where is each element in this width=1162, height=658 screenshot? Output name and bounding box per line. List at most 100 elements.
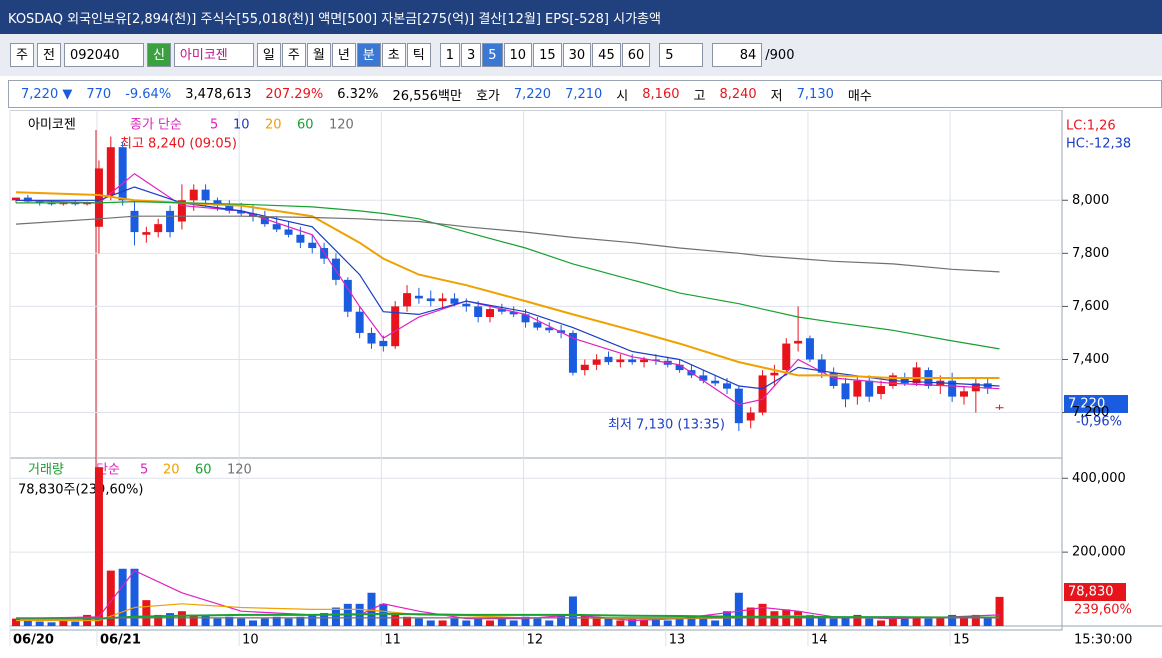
candle-body (533, 322, 542, 328)
candle-body (367, 332, 376, 344)
candle-body (758, 375, 767, 413)
volume-bar (320, 613, 329, 626)
interval-button[interactable]: 30 (562, 43, 592, 67)
interval-input[interactable]: 5 (659, 43, 704, 67)
candle-body (142, 232, 151, 235)
interval-button[interactable]: 60 (621, 43, 651, 67)
code-input[interactable]: 092040 (63, 43, 144, 67)
info-item: 7,210 (565, 86, 603, 102)
volume-bar (71, 621, 80, 626)
volume-bar (616, 620, 625, 626)
volume-badge (1064, 583, 1126, 601)
volume-bar (462, 620, 471, 626)
candle-body (568, 332, 577, 373)
price-badge-label: 7,220 (1068, 397, 1105, 412)
candle-body (805, 338, 814, 360)
candle-body (201, 189, 210, 201)
interval-button[interactable]: 5 (482, 43, 503, 67)
volume-bar (628, 618, 637, 626)
info-item: 8,160 (642, 86, 680, 102)
period-button[interactable]: 분 (356, 43, 381, 67)
candle-body (723, 383, 731, 389)
y-tick-label: 7,200 (1072, 405, 1109, 420)
volume-bar (770, 611, 779, 626)
info-item: 7,220 (513, 86, 552, 102)
volume-legend: 거래량 (28, 463, 64, 478)
candle-body (308, 242, 317, 249)
interval-button[interactable]: 3 (460, 43, 482, 67)
interval-button[interactable]: 15 (533, 43, 562, 67)
mode-select[interactable]: 전 (36, 43, 61, 67)
candle-body (746, 412, 755, 421)
interval-button[interactable]: 10 (503, 43, 533, 67)
volume-bar (805, 614, 814, 626)
volume-bar (509, 620, 518, 626)
volume-bar (699, 618, 708, 626)
candle-body (154, 224, 163, 233)
volume-bar (379, 603, 388, 626)
candle-body (284, 229, 293, 235)
period-button[interactable]: 년 (331, 43, 356, 67)
volume-bar (651, 618, 660, 626)
volume-bar (865, 618, 874, 626)
ma-line (15, 215, 1000, 273)
period-button[interactable]: 월 (306, 43, 331, 67)
candle-body (699, 375, 708, 381)
info-item: 6.32% (337, 86, 379, 102)
info-item: 770 (86, 86, 112, 102)
period-button[interactable]: 초 (381, 43, 406, 67)
candle-body (616, 359, 625, 363)
volume-bar (166, 613, 175, 626)
x-tick-label: 15 (953, 633, 970, 648)
x-tick-label: 14 (811, 633, 828, 648)
period-button[interactable]: 일 (256, 43, 281, 67)
info-item: 저 (770, 88, 783, 104)
candle-body (545, 327, 554, 331)
volume-bar (794, 611, 803, 626)
candle-body (604, 356, 613, 363)
volume-bar (521, 616, 530, 626)
legend-entry: 120 (329, 118, 354, 133)
candle-body (83, 202, 92, 205)
interval-button[interactable]: 45 (592, 43, 621, 67)
volume-bar (130, 568, 139, 626)
candle-body (877, 386, 886, 394)
period-button[interactable]: 주 (281, 43, 306, 67)
candle-body (592, 359, 601, 365)
candle-body (983, 383, 992, 389)
candle-body (841, 383, 850, 400)
volume-bar (118, 568, 127, 626)
candle-body (166, 210, 175, 233)
stock-legend: 아미코젠 (28, 118, 76, 133)
y-tick-label: 8,000 (1072, 193, 1109, 208)
candle-body (35, 201, 44, 203)
volume-bar (249, 620, 257, 626)
candle-body (640, 359, 649, 363)
volume-bar (936, 616, 945, 626)
volume-bar (59, 620, 68, 626)
title-bar: KOSDAQ 외국인보유[2,894(천)] 주식수[55,018(천)] 액면… (0, 0, 1162, 34)
price-badge (1064, 395, 1128, 413)
candle-body (865, 380, 874, 397)
market-select[interactable]: 주 (10, 43, 34, 67)
volume-bar (758, 603, 767, 626)
candle-body (12, 197, 20, 201)
candle-body (47, 202, 56, 205)
candle-body (734, 388, 743, 424)
legend-entry: 60 (297, 118, 314, 133)
x-tick-label: 06/20 (13, 633, 54, 648)
volume-bar (177, 611, 186, 626)
legend-entry: 20 (265, 118, 282, 133)
ma-line (16, 186, 1000, 390)
view-count[interactable]: 84 (712, 43, 763, 67)
interval-button[interactable]: 1 (439, 43, 460, 67)
candle-body (414, 295, 423, 299)
candle-body (794, 340, 803, 344)
volume-bar (272, 616, 281, 626)
period-button[interactable]: 틱 (406, 43, 431, 67)
ratio-label: 239,60% (1074, 603, 1132, 618)
volume-bar (687, 616, 696, 626)
volume-bar (545, 620, 554, 626)
volume-bar (403, 616, 412, 626)
volume-bar (888, 616, 897, 626)
